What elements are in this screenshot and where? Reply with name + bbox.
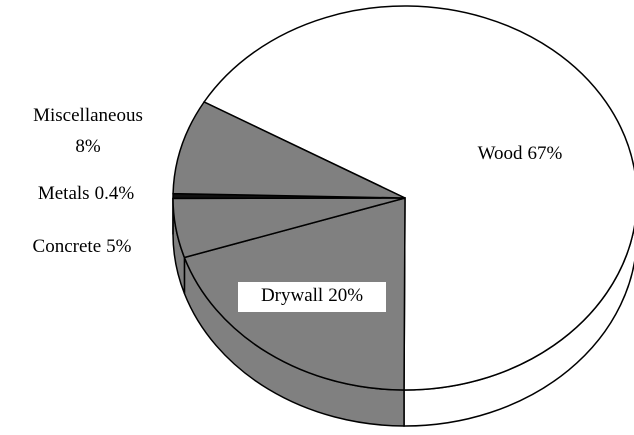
label-value: 8% bbox=[75, 136, 101, 157]
label-value: 0.4% bbox=[95, 183, 135, 204]
label-value: 67% bbox=[528, 143, 563, 164]
label-name: Concrete bbox=[33, 236, 102, 257]
label-name: Miscellaneous bbox=[33, 105, 143, 126]
label-name: Wood bbox=[478, 143, 523, 164]
label-value: 5% bbox=[106, 236, 132, 257]
label-name: Metals bbox=[38, 183, 90, 204]
label-name: Drywall bbox=[261, 285, 323, 306]
label-value: 20% bbox=[328, 285, 363, 306]
slice-label: Miscellaneous 8% bbox=[33, 105, 143, 157]
